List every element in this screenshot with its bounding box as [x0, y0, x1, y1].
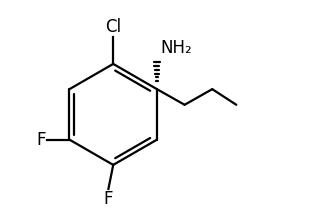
Text: Cl: Cl	[105, 18, 121, 36]
Text: NH₂: NH₂	[161, 39, 192, 57]
Text: F: F	[104, 190, 113, 208]
Text: F: F	[36, 131, 45, 149]
